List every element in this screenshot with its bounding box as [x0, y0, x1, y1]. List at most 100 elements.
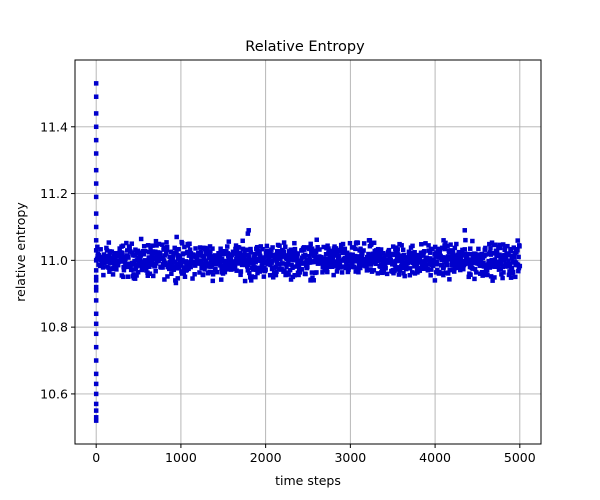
data-point — [339, 270, 345, 275]
data-point — [248, 278, 254, 283]
data-point — [234, 268, 239, 273]
data-point — [175, 252, 180, 258]
data-point — [210, 246, 215, 251]
data-point — [501, 270, 506, 275]
data-point — [190, 276, 195, 281]
data-point — [356, 269, 361, 275]
data-point — [100, 265, 106, 270]
data-point — [150, 243, 155, 248]
data-point — [93, 321, 99, 327]
data-point — [483, 252, 488, 257]
data-point — [246, 228, 251, 233]
data-point — [502, 245, 508, 251]
data-point — [282, 268, 287, 273]
data-point — [200, 272, 206, 278]
y-tick-label: 10.8 — [40, 320, 68, 335]
x-tick-label: 3000 — [334, 450, 366, 465]
data-point — [164, 240, 169, 245]
data-point — [245, 268, 251, 273]
data-point — [337, 262, 343, 267]
data-point — [418, 250, 424, 256]
data-point — [332, 263, 338, 269]
data-point — [479, 263, 484, 269]
data-point — [409, 270, 415, 275]
data-point — [476, 246, 481, 252]
data-point — [305, 264, 310, 270]
data-point — [93, 151, 99, 156]
data-point — [451, 253, 456, 259]
data-point — [364, 268, 370, 273]
data-point — [209, 262, 215, 268]
data-point — [291, 264, 296, 269]
data-point — [439, 245, 445, 251]
data-point — [465, 251, 471, 257]
data-point — [171, 267, 177, 272]
data-point — [500, 242, 506, 247]
data-point — [135, 270, 141, 275]
data-point — [451, 269, 457, 274]
data-point — [253, 267, 259, 272]
data-point — [290, 251, 295, 256]
data-point — [391, 252, 397, 258]
data-point — [457, 265, 462, 270]
data-point — [307, 257, 313, 262]
data-point — [248, 250, 254, 255]
data-point — [510, 269, 516, 275]
data-point — [93, 274, 99, 280]
data-point — [317, 247, 322, 252]
data-point — [455, 254, 461, 259]
data-point — [279, 266, 284, 271]
data-point — [181, 251, 186, 256]
data-point — [256, 265, 262, 271]
data-point — [347, 240, 353, 246]
data-point — [395, 252, 401, 257]
data-point — [460, 247, 465, 253]
data-point — [144, 268, 149, 273]
data-point — [93, 181, 99, 186]
data-point — [232, 265, 238, 270]
data-point — [415, 260, 420, 265]
data-point — [131, 272, 136, 277]
data-point — [329, 264, 335, 269]
data-point — [444, 262, 450, 268]
data-point — [252, 251, 258, 257]
data-point — [505, 243, 510, 249]
data-point — [479, 251, 484, 257]
data-point — [462, 228, 467, 233]
data-point — [216, 254, 222, 260]
data-point — [185, 249, 190, 255]
data-point — [232, 262, 238, 268]
data-point — [448, 242, 453, 247]
data-point — [151, 255, 157, 261]
data-point — [432, 278, 438, 283]
data-point — [299, 267, 305, 272]
data-point — [492, 257, 498, 262]
data-point — [174, 266, 180, 271]
data-point — [242, 252, 248, 258]
data-point — [175, 276, 180, 281]
data-point — [132, 276, 138, 281]
data-point — [205, 246, 210, 251]
data-point — [213, 266, 218, 272]
data-point — [506, 252, 511, 258]
data-point — [267, 272, 273, 278]
y-axis-label: relative entropy — [13, 202, 28, 302]
data-point — [344, 262, 349, 268]
data-point — [375, 271, 381, 276]
data-point — [423, 241, 428, 246]
data-point — [369, 241, 374, 246]
data-point — [193, 263, 198, 268]
data-point — [170, 254, 176, 260]
data-point — [93, 415, 99, 420]
data-point — [361, 248, 366, 253]
data-point — [311, 278, 316, 283]
data-point — [448, 267, 453, 273]
data-point — [447, 277, 452, 282]
data-point — [390, 244, 396, 249]
data-point — [441, 238, 446, 243]
data-point — [93, 344, 99, 350]
data-point — [461, 251, 467, 257]
data-point — [326, 248, 332, 254]
data-point — [401, 252, 407, 258]
